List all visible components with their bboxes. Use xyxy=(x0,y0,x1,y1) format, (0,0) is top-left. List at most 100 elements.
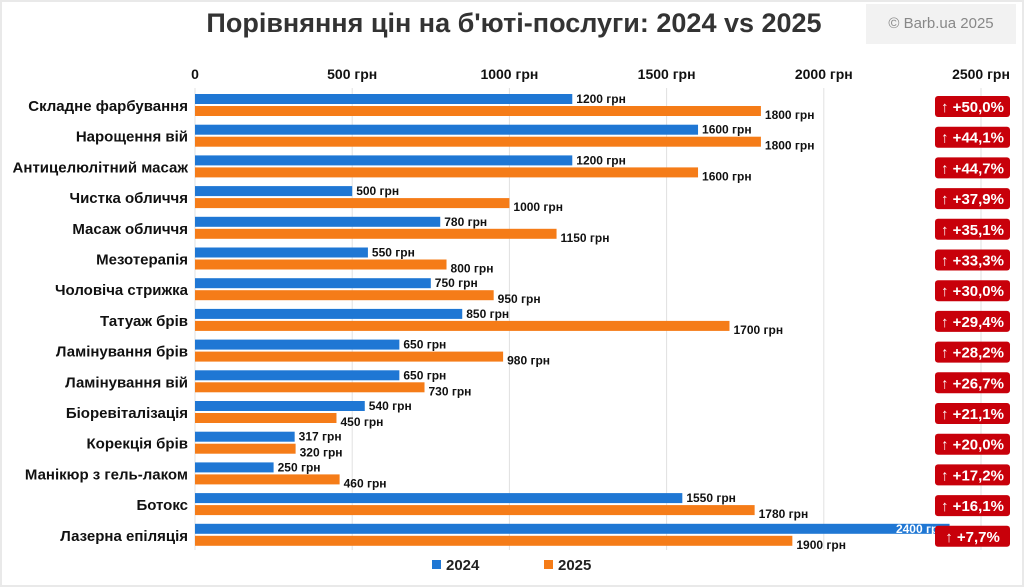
x-tick-label: 1500 грн xyxy=(638,66,696,82)
change-badge-text: ↑ +7,7% xyxy=(945,529,1000,546)
data-label-2025: 1800 грн xyxy=(765,139,815,153)
change-badge xyxy=(935,372,1010,394)
change-badge-text: ↑ +35,1% xyxy=(941,222,1004,239)
category-label: Складне фарбування xyxy=(28,98,188,115)
data-label-2024: 1550 грн xyxy=(686,491,736,505)
data-label-2024: 500 грн xyxy=(356,184,399,198)
bar-2025 xyxy=(195,382,425,393)
data-label-2024: 1200 грн xyxy=(576,92,626,106)
bar-2025 xyxy=(195,228,557,239)
change-badge-text: ↑ +29,4% xyxy=(941,314,1004,331)
data-label-2025: 950 грн xyxy=(498,292,541,306)
bar-2024 xyxy=(195,523,950,534)
change-badge xyxy=(935,280,1010,302)
change-badge-text: ↑ +50,0% xyxy=(941,99,1004,116)
change-badge xyxy=(935,96,1010,117)
bar-2025 xyxy=(195,259,447,270)
bar-2025 xyxy=(195,351,504,362)
category-label: Нарощення вій xyxy=(76,129,188,146)
data-label-2025: 1900 грн xyxy=(796,538,846,552)
data-label-2024: 250 грн xyxy=(278,460,321,474)
change-badge xyxy=(935,433,1010,455)
bar-2024 xyxy=(195,370,400,381)
bar-2024 xyxy=(195,401,365,411)
bar-2025 xyxy=(195,106,761,116)
change-badge xyxy=(935,495,1010,517)
category-label: Манікюр з гель-лаком xyxy=(25,466,188,483)
data-label-2025: 980 грн xyxy=(507,354,550,368)
change-badge-text: ↑ +21,1% xyxy=(941,406,1004,423)
change-badge-text: ↑ +16,1% xyxy=(941,498,1004,515)
change-badge-text: ↑ +44,1% xyxy=(941,130,1004,147)
change-badge-text: ↑ +30,0% xyxy=(941,283,1004,300)
bar-2024 xyxy=(195,339,400,350)
bar-2024 xyxy=(195,186,353,197)
x-tick-label: 2500 грн xyxy=(952,66,1010,82)
bar-2025 xyxy=(195,290,494,301)
data-label-2024: 780 грн xyxy=(444,215,487,229)
bar-2024 xyxy=(195,431,295,442)
bar-2024 xyxy=(195,462,274,473)
data-label-2024: 1600 грн xyxy=(702,123,752,137)
change-badge xyxy=(935,218,1010,240)
bar-2024 xyxy=(195,155,573,166)
category-label: Чоловіча стрижка xyxy=(55,282,189,299)
bar-2025 xyxy=(195,320,730,331)
category-label: Ламінування брів xyxy=(56,344,188,361)
data-label-2024: 1200 грн xyxy=(576,153,626,167)
data-label-2025: 730 грн xyxy=(429,384,472,398)
data-label-2024: 540 грн xyxy=(369,399,412,413)
data-label-2025: 1000 грн xyxy=(513,200,563,214)
data-label-2024: 650 грн xyxy=(403,338,446,352)
legend-swatch-2025 xyxy=(544,560,553,569)
change-badge xyxy=(935,403,1010,424)
change-badge xyxy=(935,464,1010,486)
data-label-2025: 1700 грн xyxy=(733,323,783,337)
change-badge-text: ↑ +26,7% xyxy=(941,375,1004,392)
data-label-2025: 320 грн xyxy=(300,446,343,460)
data-label-2024: 550 грн xyxy=(372,246,415,260)
change-badge xyxy=(935,157,1010,179)
chart-title: Порівняння цін на б'юті-послуги: 2024 vs… xyxy=(206,8,822,38)
change-badge xyxy=(935,188,1010,210)
bar-2025 xyxy=(195,198,510,209)
category-label: Татуаж брів xyxy=(100,313,188,330)
change-badge-text: ↑ +44,7% xyxy=(941,160,1004,177)
x-tick-label: 0 xyxy=(191,66,199,82)
change-badge xyxy=(935,126,1010,148)
data-label-2024: 650 грн xyxy=(403,368,446,382)
bar-2024 xyxy=(195,124,699,135)
legend-label-2024: 2024 xyxy=(446,557,480,574)
bar-2025 xyxy=(195,443,296,454)
data-label-2024: 850 грн xyxy=(466,307,509,321)
data-label-2025: 1780 грн xyxy=(759,507,809,521)
bar-2024 xyxy=(195,247,368,258)
change-badge xyxy=(935,341,1010,363)
change-badge xyxy=(935,310,1010,332)
category-label: Біоревіталізація xyxy=(66,405,188,422)
category-label: Масаж обличчя xyxy=(72,221,188,238)
x-tick-label: 1000 грн xyxy=(480,66,538,82)
category-label: Лазерна епіляція xyxy=(60,528,188,545)
data-label-2024: 317 грн xyxy=(299,430,342,444)
category-label: Ламінування вій xyxy=(65,374,188,391)
category-label: Корекція брів xyxy=(87,436,188,453)
data-label-2025: 1150 грн xyxy=(561,231,610,245)
bar-2025 xyxy=(195,535,793,546)
change-badge-text: ↑ +28,2% xyxy=(941,345,1004,362)
data-label-2024: 2400 грн xyxy=(896,522,946,536)
change-badge xyxy=(935,249,1010,271)
category-label: Антицелюлітний масаж xyxy=(13,159,189,176)
bar-2025 xyxy=(195,136,761,147)
category-label: Ботокс xyxy=(136,497,188,514)
change-badge-text: ↑ +17,2% xyxy=(941,467,1004,484)
x-tick-label: 2000 грн xyxy=(795,66,853,82)
change-badge-text: ↑ +20,0% xyxy=(941,437,1004,454)
change-badge-text: ↑ +33,3% xyxy=(941,253,1004,270)
bar-2024 xyxy=(195,216,441,227)
bar-2025 xyxy=(195,167,699,178)
data-label-2025: 800 грн xyxy=(451,262,494,276)
data-label-2024: 750 грн xyxy=(435,276,478,290)
